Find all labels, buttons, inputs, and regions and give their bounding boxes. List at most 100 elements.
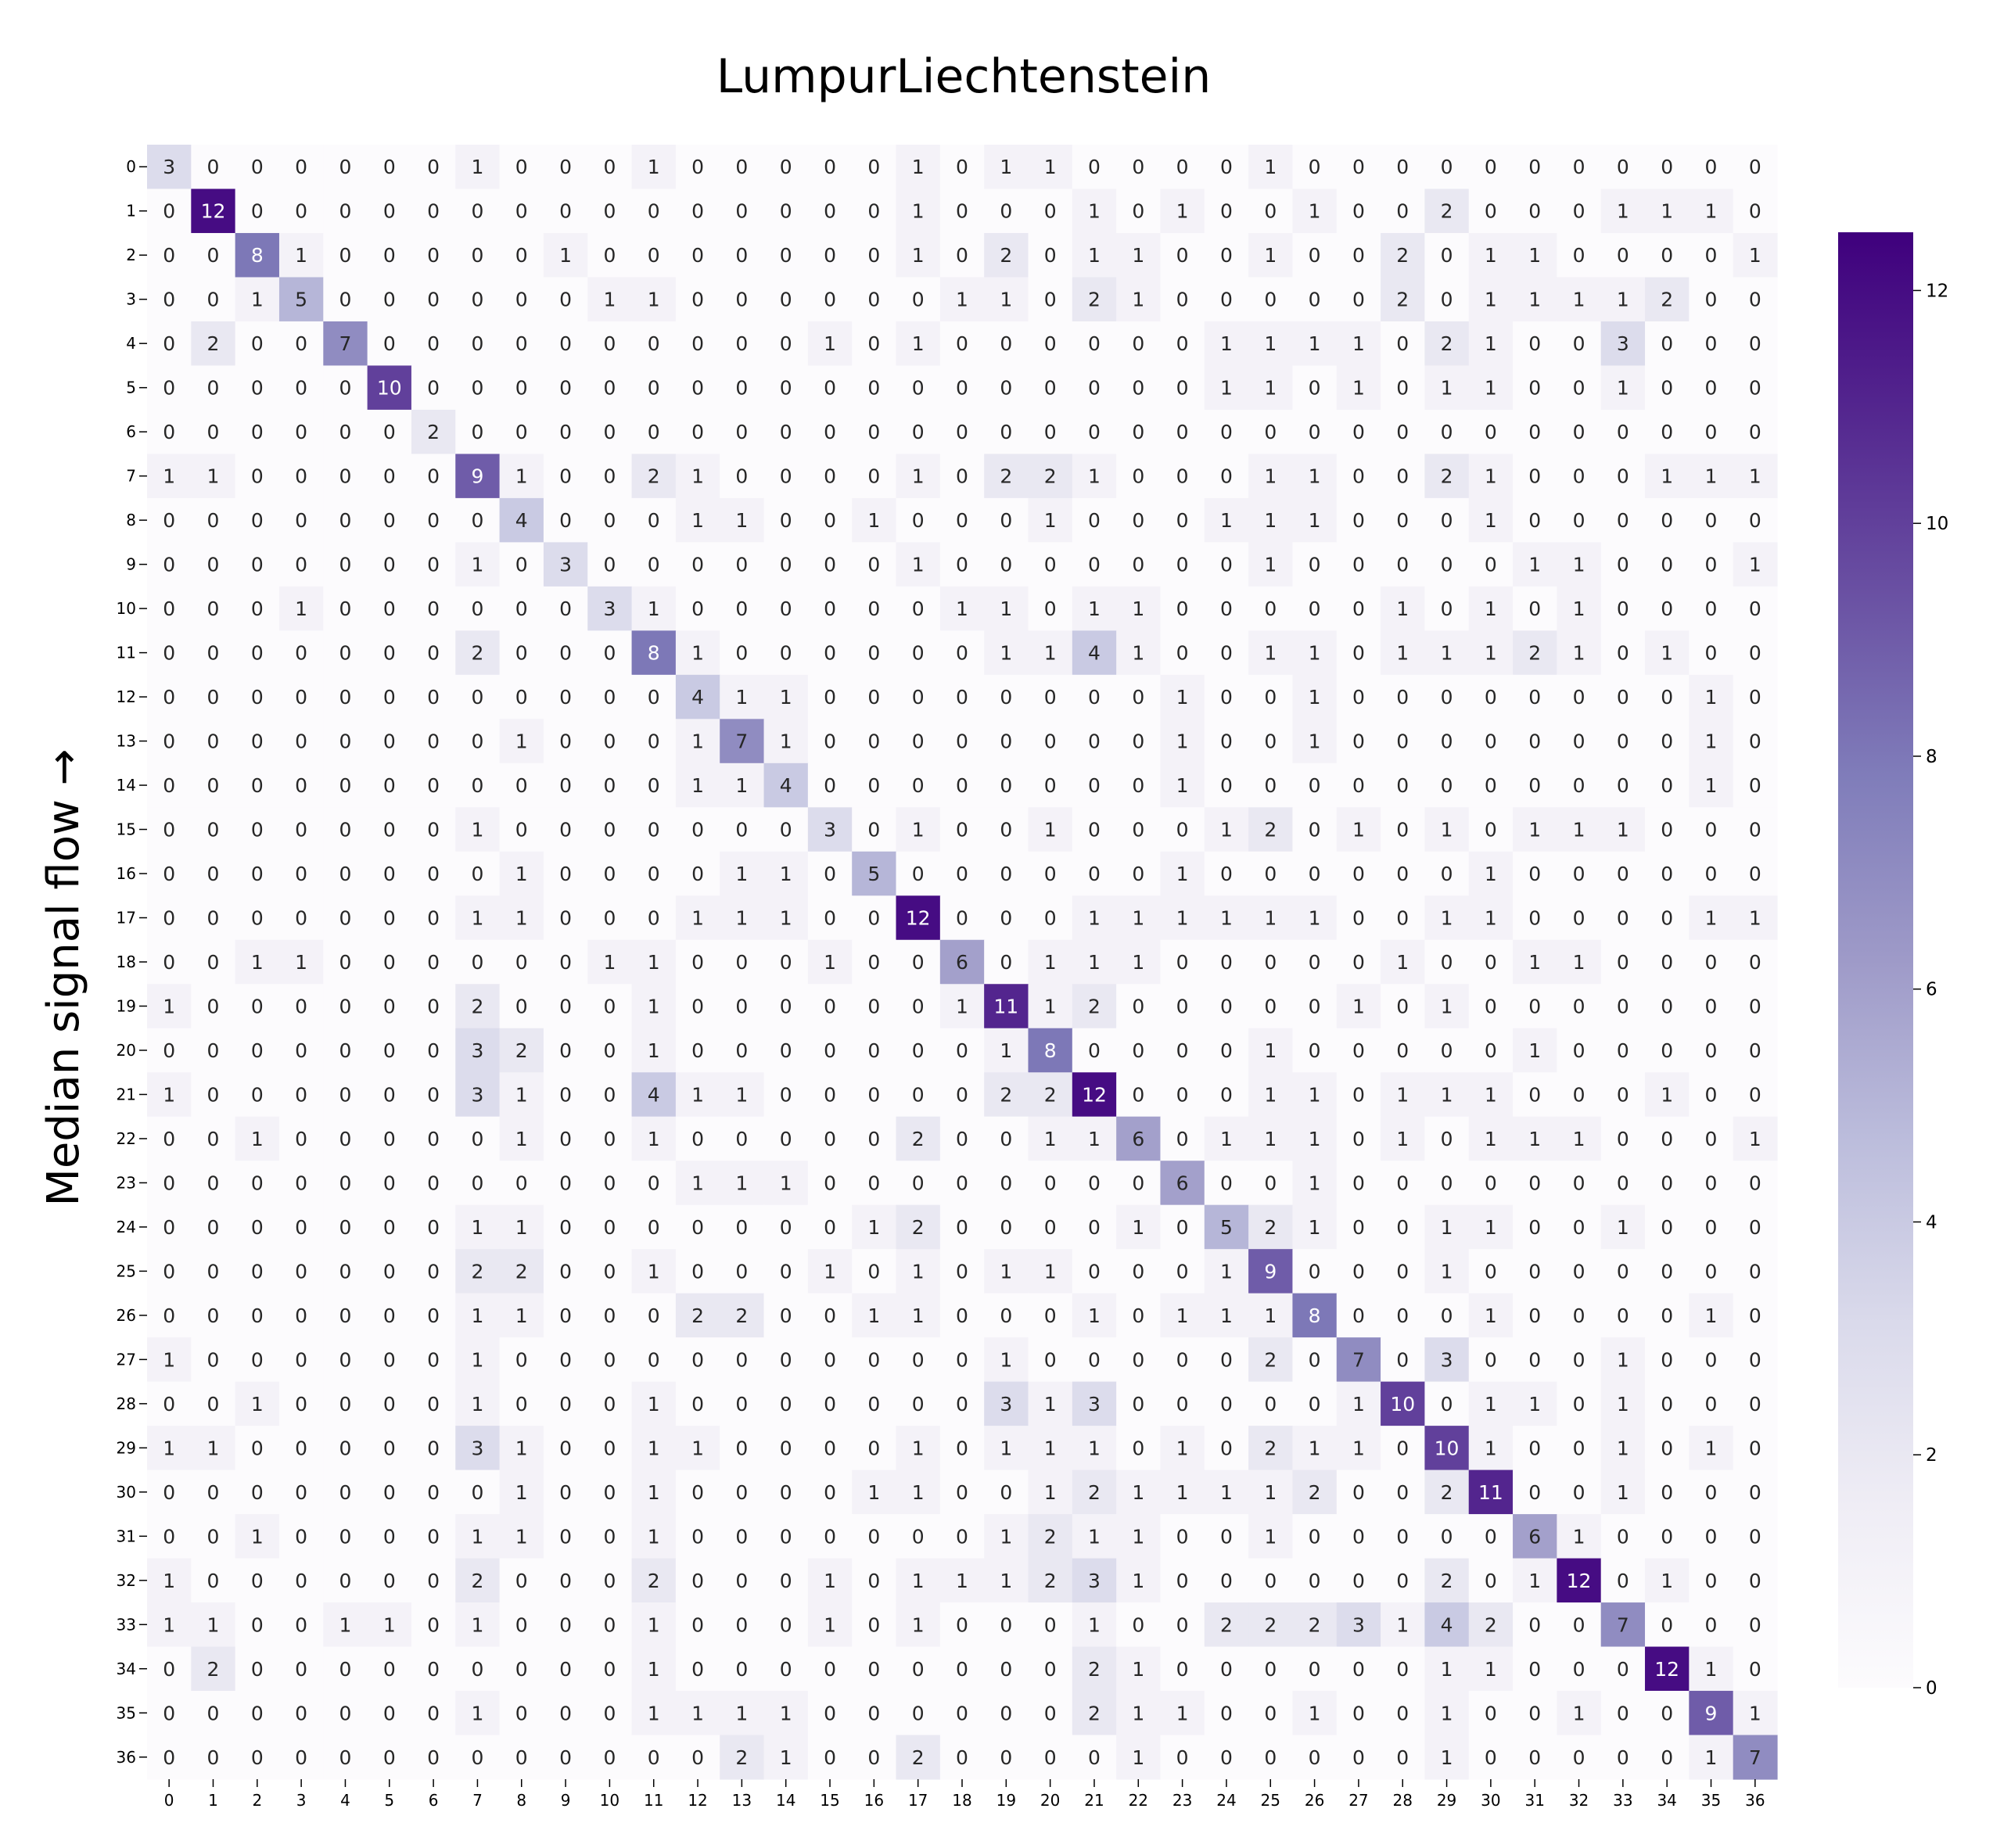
cell-value-label: 4 (780, 774, 792, 797)
heatmap-cell (1160, 454, 1205, 499)
cell-value-label: 1 (1088, 200, 1101, 223)
cell-value-label: 1 (912, 200, 925, 223)
cell-value-label: 1 (691, 509, 704, 532)
cell-value-label: 1 (1617, 289, 1629, 311)
heatmap-cell (1424, 542, 1470, 587)
cell-value-label: 0 (1396, 1260, 1409, 1283)
cell-value-label: 0 (1661, 1702, 1673, 1724)
cell-value-label: 9 (1705, 1702, 1718, 1724)
cell-value-label: 1 (1176, 907, 1189, 930)
heatmap-cell (543, 851, 588, 896)
y-tick-label: 2 (126, 246, 136, 264)
cell-value-label: 0 (603, 1172, 616, 1194)
heatmap-cell (1116, 719, 1162, 764)
cell-value-label: 0 (471, 1658, 483, 1681)
cell-value-label: 1 (1441, 1260, 1453, 1283)
cell-value-label: 0 (1132, 1304, 1144, 1327)
heatmap-cell (367, 763, 412, 808)
cell-value-label: 1 (1000, 1437, 1012, 1459)
heatmap-cell (1160, 586, 1205, 631)
cell-value-label: 1 (295, 244, 307, 267)
heatmap-cell (367, 365, 412, 411)
cell-value-label: 2 (1088, 1702, 1101, 1724)
cell-value-label: 12 (1654, 1658, 1679, 1681)
cell-value-label: 0 (1528, 863, 1541, 885)
cell-value-label: 0 (648, 377, 660, 400)
cell-value-label: 1 (207, 465, 220, 488)
cell-value-label: 0 (1441, 1525, 1453, 1548)
heatmap-cell (1248, 365, 1294, 411)
cell-value-label: 0 (603, 1039, 616, 1062)
x-tick-label: 31 (1524, 1791, 1544, 1810)
heatmap-cell (720, 542, 765, 587)
cell-value-label: 0 (1220, 1658, 1233, 1681)
cell-value-label: 1 (163, 1613, 175, 1636)
heatmap-cell (587, 321, 633, 367)
cell-value-label: 0 (1132, 1348, 1144, 1371)
heatmap-cell (984, 851, 1029, 896)
cell-value-label: 0 (559, 1525, 572, 1548)
cell-value-label: 0 (1309, 1525, 1321, 1548)
cell-value-label: 0 (1396, 1216, 1409, 1239)
cell-value-label: 1 (1485, 1304, 1497, 1327)
heatmap-cell (1733, 807, 1778, 852)
cell-value-label: 0 (1617, 421, 1629, 443)
cell-value-label: 1 (1573, 597, 1585, 620)
heatmap-cell (235, 763, 280, 808)
x-tick-label: 12 (688, 1791, 707, 1810)
cell-value-label: 0 (1396, 156, 1409, 178)
x-tick-label: 23 (1172, 1791, 1192, 1810)
cell-value-label: 1 (1000, 1570, 1012, 1592)
cell-value-label: 0 (1176, 332, 1189, 355)
cell-value-label: 1 (1264, 1304, 1277, 1327)
cell-value-label: 0 (1352, 686, 1365, 709)
cell-value-label: 0 (1132, 1393, 1144, 1416)
cell-value-label: 0 (471, 200, 483, 223)
cell-value-label: 1 (648, 156, 660, 178)
cell-value-label: 1 (1352, 377, 1365, 400)
heatmap-cell (543, 145, 588, 190)
cell-value-label: 0 (824, 1702, 836, 1724)
cell-value-label: 0 (824, 863, 836, 885)
heatmap-cell (499, 851, 544, 896)
cell-value-label: 0 (824, 377, 836, 400)
cell-value-label: 0 (603, 554, 616, 576)
heatmap-cell (1645, 365, 1690, 411)
cell-value-label: 2 (912, 1216, 925, 1239)
cell-value-label: 1 (1044, 819, 1057, 841)
heatmap-cell (411, 763, 456, 808)
cell-value-label: 0 (427, 1083, 440, 1106)
cell-value-label: 0 (735, 1481, 748, 1504)
cell-value-label: 0 (515, 642, 528, 665)
cell-value-label: 0 (1352, 863, 1365, 885)
heatmap-cell (455, 365, 501, 411)
cell-value-label: 0 (867, 1570, 880, 1592)
cell-value-label: 1 (1749, 465, 1761, 488)
cell-value-label: 2 (207, 332, 220, 355)
cell-value-label: 2 (1441, 1481, 1453, 1504)
cell-value-label: 0 (295, 686, 307, 709)
heatmap-cell (939, 454, 985, 499)
cell-value-label: 0 (824, 289, 836, 311)
heatmap-cell (896, 895, 941, 941)
colorbar-gradient (1838, 232, 1913, 1688)
heatmap-cell (939, 763, 985, 808)
cell-value-label: 1 (1176, 863, 1189, 885)
y-tick-label: 4 (126, 334, 136, 353)
heatmap-cell (720, 719, 765, 764)
cell-value-label: 0 (1749, 1613, 1761, 1636)
cell-value-label: 0 (515, 377, 528, 400)
cell-value-label: 0 (780, 509, 792, 532)
heatmap-cell (1028, 630, 1073, 676)
cell-value-label: 0 (427, 774, 440, 797)
heatmap-cell (543, 497, 588, 543)
heatmap-cell (1424, 454, 1470, 499)
cell-value-label: 0 (207, 377, 220, 400)
heatmap-cell (191, 939, 236, 985)
cell-value-label: 1 (648, 1039, 660, 1062)
cell-value-label: 0 (824, 1746, 836, 1769)
heatmap-cell (235, 895, 280, 941)
cell-value-label: 0 (1705, 1216, 1718, 1239)
cell-value-label: 1 (515, 863, 528, 885)
heatmap-cell (852, 277, 897, 322)
